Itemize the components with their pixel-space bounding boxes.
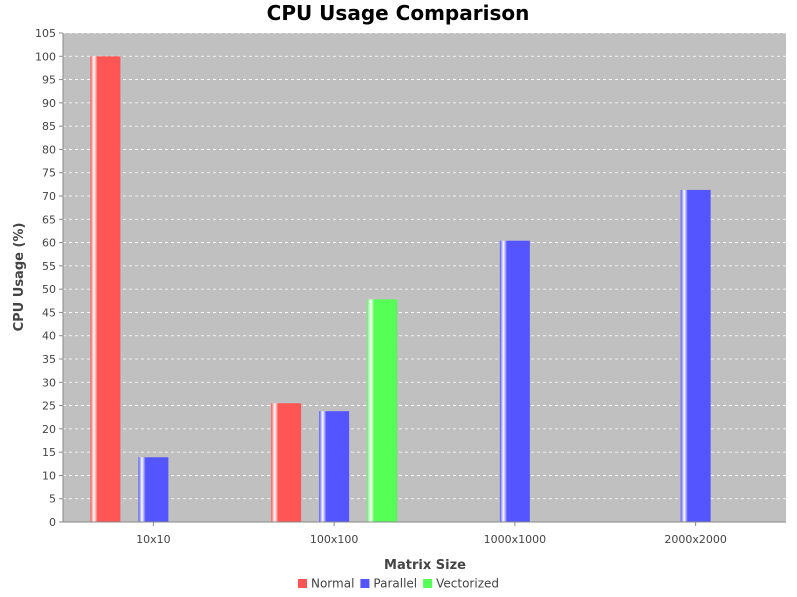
x-axis-label: Matrix Size [384, 558, 466, 573]
legend-item-normal: Normal [297, 577, 354, 591]
y-tick-label: 95 [42, 74, 56, 87]
legend-item-vectorized: Vectorized [423, 577, 499, 591]
legend: Normal Parallel Vectorized [297, 577, 499, 591]
y-tick-label: 40 [42, 330, 56, 343]
bar-normal-10x10 [90, 56, 121, 523]
legend-swatch [423, 579, 433, 588]
y-tick-label: 20 [42, 423, 56, 436]
y-tick-label: 65 [42, 213, 56, 226]
y-tick-label: 25 [42, 400, 56, 413]
y-tick-label: 15 [42, 446, 56, 459]
bar-parallel-2000x2000 [680, 189, 711, 522]
y-tick-label: 50 [42, 283, 56, 296]
bar-parallel-1000x1000 [499, 240, 530, 523]
grid-lines [63, 32, 786, 500]
legend-item-parallel: Parallel [360, 577, 417, 591]
x-tick-label: 100x100 [310, 533, 359, 546]
y-tick-label: 85 [42, 120, 56, 133]
legend-swatch [297, 579, 307, 588]
y-tick-label: 0 [49, 516, 56, 529]
bar-vectorized-100x100 [367, 299, 398, 522]
legend-label: Parallel [373, 577, 417, 591]
axes: 0 5 10 15 20 25 30 35 40 45 50 55 60 65 70 75 80 85 90 95 10… [35, 27, 786, 546]
y-tick-label: 5 [49, 493, 56, 506]
legend-label: Normal [311, 577, 354, 591]
y-tick-label: 80 [42, 143, 56, 156]
y-tick-label: 75 [42, 167, 56, 180]
y-tick-label: 55 [42, 260, 56, 273]
y-tick-label: 30 [42, 376, 56, 389]
bar-parallel-10x10 [138, 457, 169, 522]
y-axis-label: CPU Usage (%) [12, 223, 27, 332]
bars [90, 56, 711, 523]
y-tick-label: 105 [35, 27, 56, 40]
bar-parallel-100x100 [319, 411, 350, 522]
legend-swatch [360, 579, 370, 588]
x-tick-label: 1000x1000 [484, 533, 547, 546]
bar-normal-100x100 [271, 403, 302, 522]
y-tick-label: 90 [42, 97, 56, 110]
legend-label: Vectorized [436, 577, 499, 591]
y-tick-label: 45 [42, 306, 56, 319]
plot-area [63, 33, 786, 522]
y-tick-label: 100 [35, 50, 56, 63]
chart-title: CPU Usage Comparison [267, 1, 530, 25]
x-tick-label: 2000x2000 [664, 533, 727, 546]
y-tick-label: 10 [42, 469, 56, 482]
y-tick-label: 60 [42, 237, 56, 250]
y-tick-label: 35 [42, 353, 56, 366]
y-tick-label: 70 [42, 190, 56, 203]
x-tick-label: 10x10 [136, 533, 171, 546]
